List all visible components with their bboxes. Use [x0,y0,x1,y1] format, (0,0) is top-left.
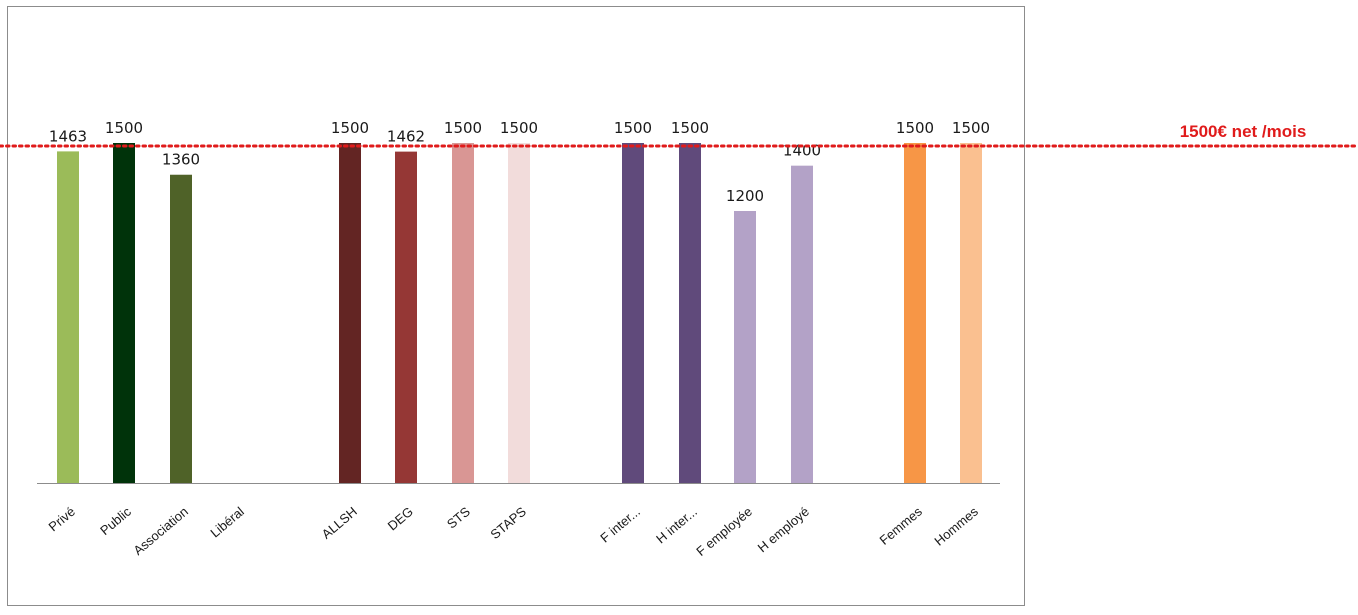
data-label: 1200 [726,187,764,205]
data-label: 1500 [671,119,709,137]
bar [791,165,813,483]
x-tick-label: STAPS [487,504,529,542]
x-tick-label: Femmes [877,503,926,547]
data-label: 1463 [49,127,87,145]
x-tick-label: Libéral [207,504,247,541]
reference-line-label: 1500€ net /mois [1180,122,1307,141]
data-label: 1360 [162,151,200,169]
x-tick-label: Association [130,504,191,558]
bar [57,151,79,484]
data-label: 1462 [387,128,425,146]
x-tick-label: H inter... [653,504,700,547]
data-label: 1500 [952,119,990,137]
x-tick-label: Hommes [931,503,981,548]
data-label: 1500 [896,119,934,137]
x-tick-label: DEG [385,504,416,534]
x-tick-label: Public [97,503,134,538]
bar [395,151,417,483]
bar [960,143,982,483]
data-label: 1500 [444,119,482,137]
bar [622,143,644,483]
bar [170,174,192,483]
bar [339,143,361,483]
data-label: 1500 [105,119,143,137]
bar [904,143,926,483]
data-label: 1500 [614,119,652,137]
data-label: 1500 [331,119,369,137]
x-tick-label: F inter... [597,504,643,546]
bars-layer [57,143,982,484]
bar [679,143,701,483]
x-tick-label: Privé [46,504,78,535]
x-tick-label: STS [444,504,473,532]
bar [734,211,756,483]
data-label: 1400 [783,142,821,160]
bar [452,143,474,483]
data-label: 1500 [500,119,538,137]
bar [508,143,530,483]
bar [113,143,135,483]
x-tick-label: H employé [755,504,812,555]
x-tick-label: F employée [693,504,755,559]
x-tick-label: ALLSH [319,504,360,542]
